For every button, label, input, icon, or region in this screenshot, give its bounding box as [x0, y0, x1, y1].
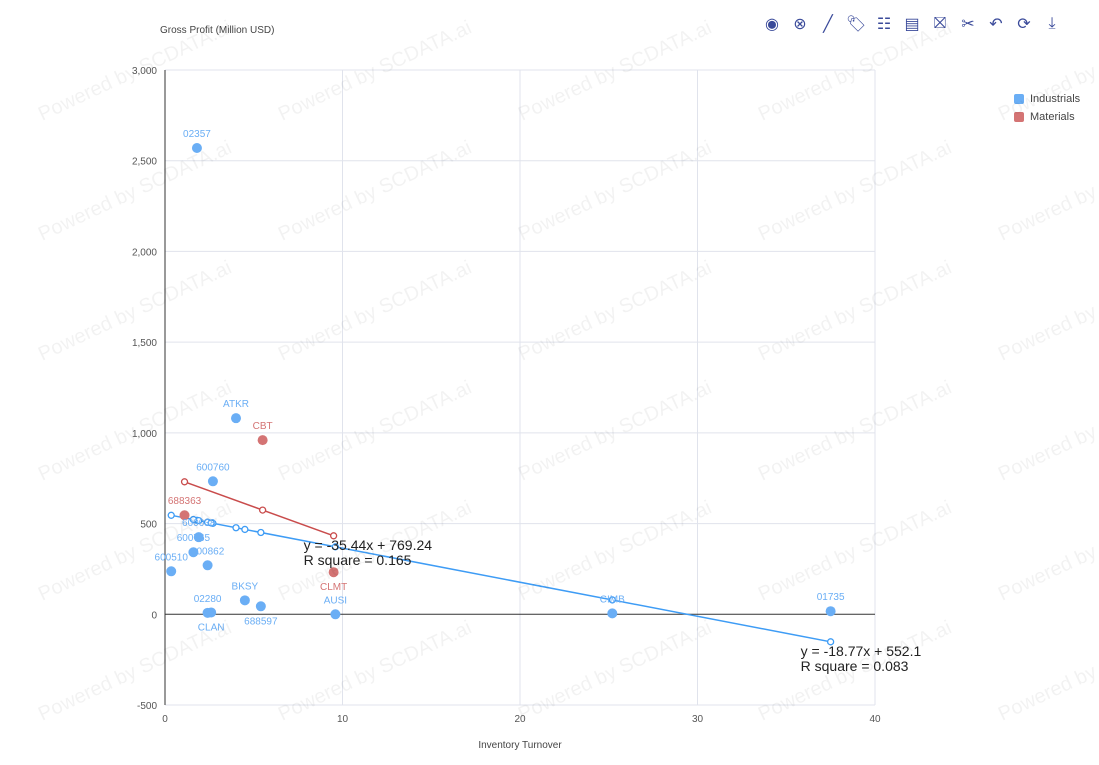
trend-equation: y = -35.44x + 769.24: [304, 537, 433, 553]
point-label: 01735: [817, 592, 845, 603]
data-point: [239, 595, 250, 606]
y-tick-label: -500: [137, 701, 157, 712]
point-label: 600862: [191, 546, 225, 557]
data-point: [257, 435, 268, 446]
trend-equation: y = -18.77x + 552.1: [801, 643, 922, 659]
point-label: CIMB: [600, 594, 625, 605]
data-point: [179, 510, 190, 521]
y-tick-label: 1,500: [132, 338, 157, 349]
x-tick-label: 20: [514, 714, 526, 725]
trendline: [171, 514, 831, 643]
point-label: 600760: [196, 462, 230, 473]
legend: Industrials Materials: [1014, 90, 1080, 126]
y-axis-title: Gross Profit (Million USD): [160, 25, 274, 36]
trend-marker: [180, 478, 189, 486]
trend-marker: [826, 638, 835, 646]
y-tick-label: 0: [151, 610, 157, 621]
point-label: 02357: [183, 129, 211, 140]
x-tick-label: 10: [337, 714, 349, 725]
data-point: [231, 413, 241, 424]
trend-r-square: R square = 0.165: [304, 552, 412, 568]
data-point: [193, 532, 204, 543]
undo-icon[interactable]: ↶: [989, 16, 1003, 33]
refresh-icon[interactable]: ⟳: [1017, 16, 1031, 33]
legend-label: Materials: [1030, 111, 1075, 123]
point-label: 600038: [182, 518, 216, 529]
data-point: [207, 476, 218, 487]
x-tick-label: 40: [869, 714, 881, 725]
data-point: [607, 608, 618, 619]
clear-icon[interactable]: ⊗: [793, 16, 807, 33]
point-label: 688597: [244, 616, 278, 627]
y-tick-label: 3,000: [132, 66, 157, 77]
x-axis-title: Inventory Turnover: [478, 740, 562, 751]
data-point: [206, 607, 217, 618]
trend-marker: [329, 532, 338, 540]
trend-marker: [241, 525, 249, 534]
cut-icon[interactable]: ✂: [961, 16, 975, 33]
x-tick-label: 30: [692, 714, 704, 725]
comment-icon[interactable]: ▤: [904, 16, 920, 33]
point-label: 688363: [168, 496, 202, 507]
point-label: CBT: [253, 421, 273, 432]
y-tick-label: 500: [140, 520, 157, 531]
data-point: [328, 567, 339, 578]
chart-toolbar: ◉ ⊗ ╱ 🏷 ☷ ▤ ⛝ ✂ ↶ ⟳ ⤓: [762, 14, 1062, 34]
trend-marker: [331, 543, 340, 551]
point-label: 600510: [155, 552, 189, 563]
trend-marker: [232, 524, 240, 532]
point-label: BKSY: [232, 581, 259, 592]
legend-item[interactable]: Industrials: [1014, 90, 1080, 108]
data-point: [191, 143, 202, 154]
y-tick-label: 1,000: [132, 429, 157, 440]
trendline: [184, 481, 334, 537]
legend-label: Industrials: [1030, 93, 1081, 105]
trend-marker: [258, 506, 267, 514]
point-label: CLAN: [198, 622, 225, 633]
download-icon[interactable]: ⤓: [1048, 15, 1056, 32]
point-label: 600765: [177, 533, 211, 544]
x-tick-label: 0: [162, 714, 168, 725]
y-tick-label: 2,500: [132, 157, 157, 168]
data-point: [825, 606, 836, 617]
legend-swatch: [1014, 112, 1024, 122]
data-point: [255, 601, 266, 612]
point-label: AUSI: [324, 595, 347, 606]
trend-r-square: R square = 0.083: [801, 658, 909, 674]
data-point: [188, 547, 199, 558]
legend-swatch: [1014, 94, 1024, 104]
trend-marker: [189, 515, 198, 524]
trend-marker: [207, 519, 215, 527]
legend-item[interactable]: Materials: [1014, 108, 1080, 126]
line-icon[interactable]: ╱: [823, 16, 833, 33]
select-icon[interactable]: ◉: [765, 16, 779, 33]
tag-icon[interactable]: 🏷: [845, 16, 867, 33]
point-label: 02280: [194, 594, 222, 605]
trend-marker: [167, 511, 175, 519]
hide-comment-icon[interactable]: ⛝: [933, 15, 947, 32]
point-label: CLMT: [320, 582, 347, 593]
data-point: [202, 560, 213, 571]
table-icon[interactable]: ☷: [876, 16, 892, 33]
data-point: [330, 609, 341, 620]
data-point: [166, 566, 177, 577]
point-label: ATKR: [223, 399, 249, 410]
y-tick-label: 2,000: [132, 247, 157, 258]
trend-marker: [257, 528, 265, 537]
trend-marker: [608, 596, 616, 604]
